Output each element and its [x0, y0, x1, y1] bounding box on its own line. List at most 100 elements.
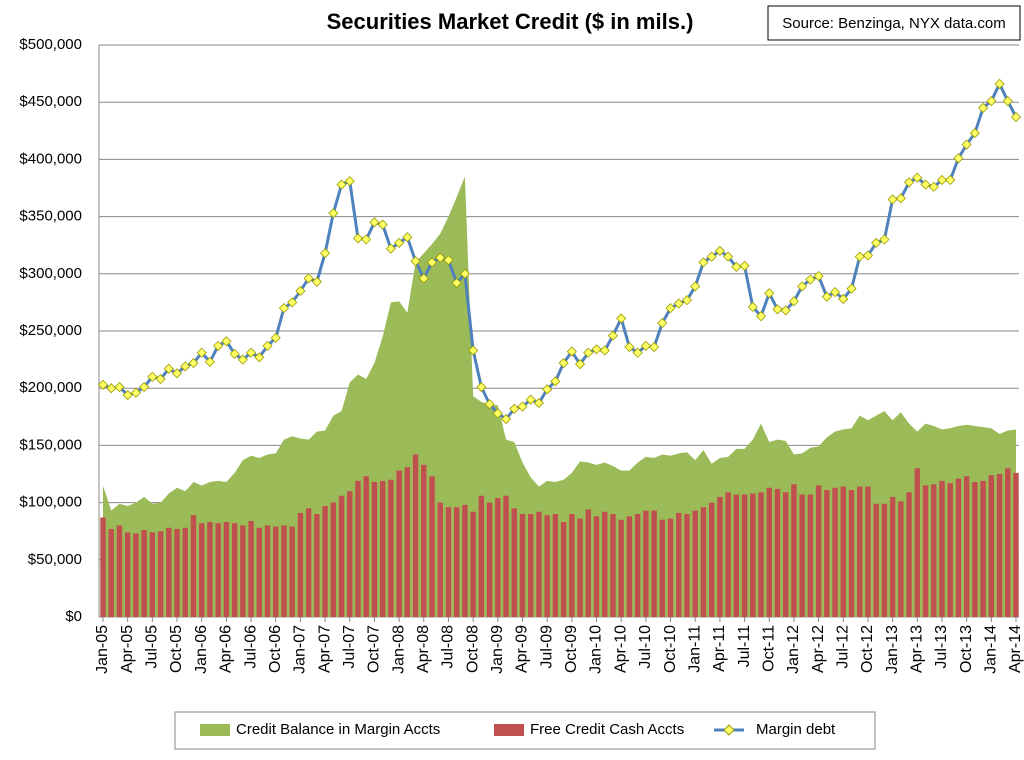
marker: [854, 251, 865, 262]
y-tick-label: $150,000: [19, 436, 82, 453]
marker: [245, 347, 257, 358]
marker: [500, 414, 512, 425]
bar: [914, 468, 921, 617]
bar: [182, 527, 188, 617]
x-tick-label: Apr-12: [810, 625, 827, 673]
bar: [988, 475, 995, 617]
marker: [706, 251, 717, 262]
x-tick-label: Jan-09: [489, 625, 506, 674]
bar: [708, 502, 715, 617]
marker: [953, 153, 964, 164]
marker: [295, 285, 306, 297]
bar: [725, 492, 731, 617]
x-tick-label: Jul-10: [637, 625, 654, 669]
bar: [741, 494, 748, 617]
legend-label: Free Credit Cash Accts: [530, 721, 684, 738]
marker: [961, 139, 972, 150]
bar: [314, 514, 320, 617]
bar: [486, 502, 493, 617]
marker: [829, 287, 841, 298]
marker: [764, 288, 775, 299]
marker: [994, 78, 1005, 89]
x-tick-label: Apr-08: [415, 625, 432, 673]
x-tick-label: Oct-10: [662, 625, 679, 673]
x-tick-label: Jan-10: [588, 625, 605, 674]
bar: [412, 454, 419, 617]
bar: [371, 482, 378, 617]
marker: [328, 208, 339, 219]
marker: [871, 237, 882, 248]
marker: [607, 330, 619, 341]
x-tick-label: Jan-06: [193, 625, 210, 674]
bar: [363, 476, 369, 617]
marker: [945, 174, 956, 186]
bar: [848, 490, 855, 617]
marker: [114, 381, 125, 393]
chart-title: Securities Market Credit ($ in mils.): [327, 9, 694, 34]
x-tick-label: Jan-11: [686, 625, 703, 673]
marker: [936, 174, 948, 186]
marker: [106, 383, 117, 394]
bar: [676, 512, 682, 617]
marker: [369, 217, 380, 228]
marker: [862, 250, 874, 261]
bar: [980, 480, 986, 617]
bar: [289, 526, 295, 617]
marker: [986, 95, 997, 107]
marker: [147, 371, 158, 382]
bar: [618, 519, 624, 617]
marker: [443, 255, 454, 266]
bar: [939, 480, 945, 617]
bar: [651, 510, 657, 617]
bar: [667, 518, 674, 617]
bar: [857, 486, 863, 617]
marker: [690, 281, 701, 292]
y-tick-label: $200,000: [19, 379, 82, 396]
marker: [426, 257, 438, 268]
bar: [100, 517, 106, 617]
bar: [223, 522, 230, 617]
bar: [240, 525, 246, 617]
bar: [527, 514, 534, 617]
marker: [550, 376, 561, 387]
bar: [322, 506, 328, 617]
bar: [692, 510, 698, 617]
marker: [599, 345, 610, 356]
x-tick-label: Jul-06: [242, 625, 259, 669]
x-tick-label: Jul-05: [144, 625, 161, 669]
bar: [643, 510, 649, 617]
bar: [519, 514, 526, 617]
marker: [130, 387, 141, 398]
marker: [476, 381, 487, 393]
bar: [898, 501, 904, 617]
x-tick-label: Jan-05: [94, 625, 111, 674]
bar: [338, 495, 345, 617]
marker: [772, 304, 783, 315]
x-tick-label: Oct-07: [366, 625, 383, 673]
marker: [969, 128, 980, 139]
marker: [237, 354, 248, 365]
marker: [747, 301, 758, 313]
bar: [889, 496, 896, 617]
bar: [470, 511, 476, 617]
bar: [634, 514, 641, 617]
marker: [180, 361, 191, 372]
marker: [361, 234, 372, 245]
marker: [509, 403, 520, 414]
marker: [517, 401, 528, 412]
bar: [478, 495, 485, 617]
bar: [421, 464, 427, 617]
legend-box: [174, 711, 876, 750]
marker: [879, 234, 890, 245]
bar: [437, 502, 443, 617]
x-tick-label: Apr-06: [218, 625, 235, 673]
marker: [410, 256, 421, 267]
marker: [254, 352, 265, 363]
marker: [673, 298, 684, 309]
bar: [388, 479, 394, 617]
marker: [320, 248, 331, 259]
bar: [215, 523, 221, 617]
